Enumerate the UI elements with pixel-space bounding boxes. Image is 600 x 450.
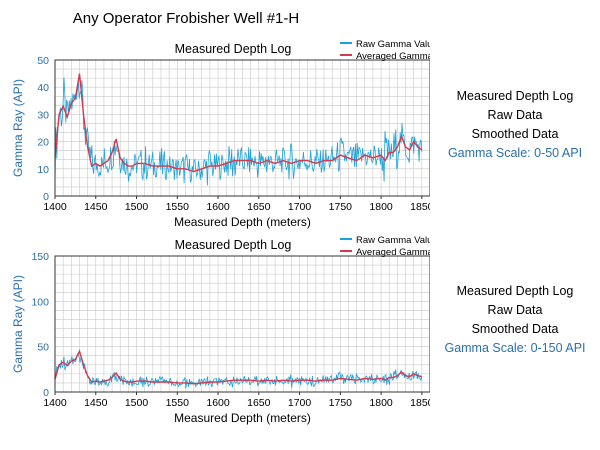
series-line-raw-gamma — [54, 353, 423, 389]
y-tick-label: 0 — [43, 191, 49, 203]
side-line-smoothed: Smoothed Data — [471, 127, 559, 141]
y-tick-label: 10 — [37, 164, 49, 176]
x-axis-label: Measured Depth (meters) — [174, 215, 311, 229]
side-line-smoothed: Smoothed Data — [471, 322, 559, 336]
x-tick-label: 1450 — [84, 397, 108, 409]
y-tick-label: 20 — [37, 137, 49, 149]
legend-label-raw: Raw Gamma Values — [356, 235, 430, 246]
x-tick-label: 1800 — [369, 397, 393, 409]
x-tick-label: 1400 — [43, 201, 67, 213]
x-tick-label: 1600 — [206, 201, 230, 213]
plot-frame — [54, 255, 430, 393]
side-line-scale: Gamma Scale: 0-50 API — [447, 146, 583, 160]
y-tick-label: 50 — [37, 55, 49, 67]
legend: Raw Gamma ValuesAveraged Gamma Values — [340, 39, 430, 62]
side-line-scale: Gamma Scale: 0-150 API — [444, 341, 586, 355]
side-line-raw: Raw Data — [487, 108, 543, 122]
y-axis-label: Gamma Ray (API) — [11, 79, 25, 177]
x-tick-label: 1750 — [329, 201, 353, 213]
page-title: Any Operator Frobisher Well #1-H — [72, 10, 300, 27]
x-tick-label: 1700 — [288, 397, 312, 409]
legend-label-raw: Raw Gamma Values — [356, 39, 430, 50]
y-tick-label: 40 — [37, 82, 49, 94]
y-tick-label: 0 — [43, 387, 49, 399]
x-tick-label: 1750 — [329, 397, 353, 409]
x-tick-label: 1400 — [43, 397, 67, 409]
x-tick-label: 1800 — [369, 201, 393, 213]
y-tick-label: 100 — [31, 296, 49, 308]
x-tick-label: 1650 — [247, 397, 271, 409]
side-line-raw: Raw Data — [487, 303, 543, 317]
series-line-raw-gamma — [54, 77, 423, 186]
chart-title: Measured Depth Log — [175, 42, 292, 56]
x-axis-label: Measured Depth (meters) — [174, 411, 311, 425]
legend: Raw Gamma ValuesAveraged Gamma Values — [340, 235, 430, 258]
grid — [54, 255, 430, 393]
x-tick-label: 1650 — [247, 201, 271, 213]
grid — [54, 59, 430, 197]
y-axis-label: Gamma Ray (API) — [11, 275, 25, 373]
x-tick-label: 1550 — [166, 201, 190, 213]
gamma-chart-0-50: Measured Depth Log 1400 1450 1500 1550 1600 16… — [11, 39, 430, 229]
side-panel-0-150: Measured Depth Log Raw Data Smoothed Dat… — [430, 282, 600, 358]
x-tick-label: 1450 — [84, 201, 108, 213]
x-tick-label: 1550 — [166, 397, 190, 409]
side-line-log: Measured Depth Log — [456, 89, 574, 103]
side-panel-0-50: Measured Depth Log Raw Data Smoothed Dat… — [430, 87, 600, 163]
plot-frame — [54, 59, 430, 197]
series-line-averaged-gamma — [54, 73, 423, 173]
x-tick-label: 1700 — [288, 201, 312, 213]
legend-label-avg: Averaged Gamma Values — [356, 51, 430, 62]
y-tick-label: 50 — [37, 342, 49, 354]
series-line-averaged-gamma — [54, 349, 422, 385]
x-tick-label: 1500 — [125, 201, 149, 213]
side-line-log: Measured Depth Log — [456, 284, 574, 298]
x-tick-label: 1500 — [125, 397, 149, 409]
chart-title: Measured Depth Log — [175, 238, 292, 252]
legend-label-avg: Averaged Gamma Values — [356, 247, 430, 258]
x-tick-label: 1600 — [206, 397, 230, 409]
y-tick-label: 150 — [31, 251, 49, 263]
y-tick-label: 30 — [37, 109, 49, 121]
